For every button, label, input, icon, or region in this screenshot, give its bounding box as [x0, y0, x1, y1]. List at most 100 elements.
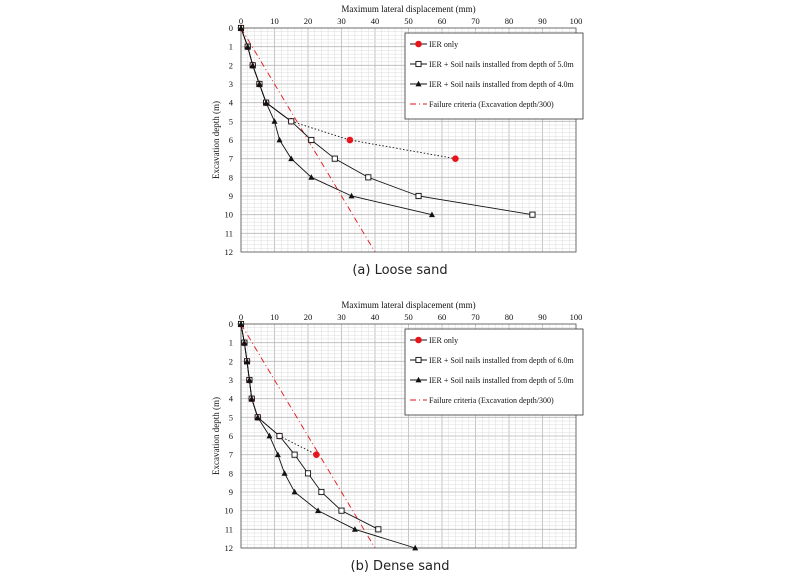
data-point: [274, 451, 281, 458]
chart-panel-a: 0 10 20 30 40 50 60 70 80 90 1000123456789101112Ma…: [211, 4, 584, 278]
data-point: [276, 136, 283, 143]
y-tick-label: 7: [229, 154, 233, 164]
y-tick-label: 2: [229, 356, 233, 366]
x-tick-label: 50: [404, 312, 413, 322]
y-tick-label: 0: [229, 23, 233, 33]
x-tick-label: 70: [471, 16, 480, 26]
data-point: [415, 192, 422, 200]
data-point: [281, 470, 288, 476]
data-point: [308, 136, 315, 144]
y-tick-label: 2: [229, 60, 233, 70]
y-tick-label: 12: [225, 247, 234, 257]
data-point: [254, 414, 261, 420]
x-tick-label: 20: [304, 312, 313, 322]
y-tick-label: 9: [229, 487, 233, 497]
y-tick-label: 5: [229, 116, 233, 126]
legend-label: Failure criteria (Excavation depth/300): [429, 396, 554, 405]
x-tick-label: 90: [538, 16, 547, 26]
y-tick-label: 8: [229, 172, 233, 182]
y-tick-label: 4: [229, 394, 234, 404]
legend-label: IER only: [429, 40, 458, 49]
x-tick-label: 30: [337, 312, 346, 322]
data-point: [375, 526, 382, 533]
x-tick-label: 20: [304, 16, 313, 26]
y-tick-label: 6: [229, 431, 233, 441]
legend-box: [404, 32, 584, 120]
series-3: [240, 323, 376, 549]
legend-label: IER + Soil nails installed from depth of…: [429, 60, 574, 69]
data-point: [428, 211, 435, 218]
x-axis-title: Maximum lateral displacement (mm): [341, 4, 475, 14]
legend-label: Failure criteria (Excavation depth/300): [429, 100, 554, 109]
y-tick-label: 1: [229, 42, 233, 52]
y-axis-title: Excavation depth (m): [211, 397, 221, 475]
data-point: [412, 544, 419, 551]
x-tick-label: 80: [505, 16, 514, 26]
data-point: [529, 211, 536, 218]
y-tick-label: 9: [229, 191, 233, 201]
data-point: [313, 451, 320, 458]
legend-box: [404, 328, 584, 416]
data-point: [338, 507, 345, 514]
series-line: [240, 323, 379, 530]
data-point: [276, 432, 283, 440]
data-point: [304, 470, 312, 477]
x-tick-label: 40: [371, 312, 380, 322]
series-line: [240, 27, 376, 253]
x-tick-label: 0: [239, 312, 243, 322]
y-tick-label: 8: [229, 468, 233, 478]
x-tick-label: 50: [404, 16, 413, 26]
legend: IER only IER + Soil nails installed from …: [404, 32, 584, 120]
data-point: [318, 488, 325, 496]
chart-caption: (a) Loose sand: [352, 263, 447, 278]
data-point: [415, 336, 422, 344]
y-tick-label: 7: [229, 450, 233, 460]
series-markers-2: [238, 24, 435, 218]
data-point: [271, 118, 278, 124]
data-point: [249, 62, 256, 68]
data-point: [263, 99, 270, 106]
legend-label: IER + Soil nails installed from depth of…: [429, 356, 574, 365]
data-point: [244, 43, 251, 50]
x-tick-label: 10: [270, 16, 279, 26]
series-line: [240, 27, 292, 122]
data-point: [244, 358, 251, 364]
legend-label: IER + Soil nails installed from depth of…: [429, 80, 574, 89]
data-point: [248, 395, 255, 402]
data-point: [308, 174, 315, 180]
data-point: [288, 118, 295, 125]
y-tick-label: 4: [229, 98, 234, 108]
y-tick-label: 10: [225, 210, 234, 220]
data-point: [415, 356, 422, 364]
x-tick-label: 70: [471, 312, 480, 322]
data-point: [291, 451, 298, 458]
y-axis-title: Excavation depth (m): [211, 101, 221, 179]
x-axis-title: Maximum lateral displacement (mm): [341, 300, 475, 310]
y-tick-label: 0: [229, 319, 233, 329]
data-point: [315, 507, 322, 514]
series-3: [240, 27, 376, 253]
data-point: [246, 376, 253, 383]
data-point: [291, 488, 298, 495]
data-point: [238, 24, 244, 31]
x-tick-label: 100: [570, 312, 583, 322]
data-point: [348, 192, 355, 199]
x-tick-label: 80: [505, 312, 514, 322]
x-tick-label: 60: [438, 312, 447, 322]
legend: IER only IER + Soil nails installed from …: [404, 328, 584, 416]
data-point: [256, 80, 263, 87]
y-tick-label: 3: [229, 79, 233, 89]
legend-label: IER only: [429, 336, 458, 345]
y-tick-label: 3: [229, 375, 233, 385]
plot-frame: [240, 27, 577, 253]
data-point: [415, 80, 422, 87]
series-markers-1: [237, 320, 382, 533]
data-point: [331, 155, 338, 162]
x-tick-label: 0: [239, 16, 243, 26]
data-point: [238, 320, 244, 327]
chart-panel-b: 0 10 20 30 40 50 60 70 80 90 1000123456789101112Ma…: [211, 300, 584, 574]
data-point: [415, 60, 422, 68]
series-line: [240, 323, 376, 549]
plot-frame: [240, 323, 577, 549]
x-tick-label: 90: [538, 312, 547, 322]
